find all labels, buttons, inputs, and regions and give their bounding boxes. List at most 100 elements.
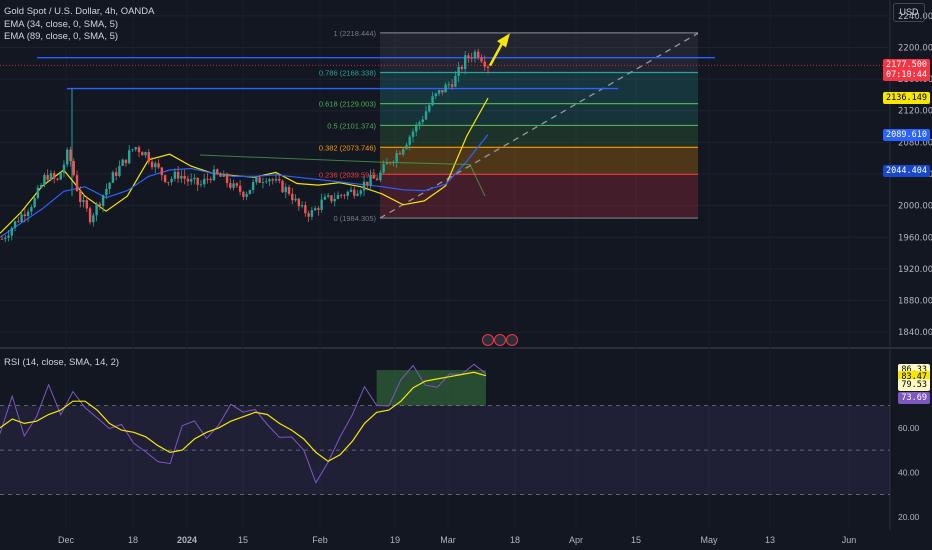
price-tick-label: 2080.000 (898, 138, 932, 148)
candle-body (98, 203, 102, 206)
candle-body (473, 51, 477, 59)
price-tick-label: 1920.000 (898, 265, 932, 275)
price-tick-label: 2200.000 (898, 43, 932, 53)
candle-body (137, 147, 141, 153)
rsi-pane (0, 363, 890, 496)
candle-body (219, 173, 222, 177)
fib-zone (380, 32, 698, 73)
candle-body (72, 161, 75, 176)
candle-body (52, 173, 56, 179)
candle-body (431, 96, 434, 106)
candle-body (36, 187, 40, 199)
candle-body (421, 119, 424, 123)
candle-body (199, 184, 203, 186)
candle-body (196, 177, 199, 185)
candle-body (460, 66, 464, 69)
ema-89-line (0, 134, 489, 238)
candle-body (157, 163, 160, 168)
candle-body (424, 111, 428, 120)
candle-body (265, 181, 268, 183)
candle-body (434, 93, 438, 97)
candle-body (278, 178, 281, 181)
candle-body (398, 153, 402, 155)
time-tick-label: 15 (238, 535, 248, 545)
candle-body (92, 215, 95, 223)
candle-body (349, 189, 353, 192)
candle-body (333, 198, 336, 202)
candle-body (255, 177, 258, 183)
candle-body (10, 227, 13, 236)
candle-body (141, 152, 144, 156)
arrow-shaft (488, 42, 504, 67)
candle-body (369, 174, 372, 186)
candle-body (323, 196, 327, 200)
candle-body (79, 191, 82, 202)
candle-body (225, 173, 229, 184)
candle-body (242, 191, 245, 197)
candle-body (238, 185, 242, 192)
candle-body (294, 198, 297, 201)
rsi-overbought-fill (376, 370, 486, 406)
price-tick-label: 1880.000 (898, 297, 932, 307)
candle-body (128, 150, 131, 164)
candle-body (359, 190, 362, 194)
candle-body (317, 208, 320, 210)
price-tick-label: 1840.000 (898, 328, 932, 338)
candle-body (39, 185, 43, 188)
candle-body (379, 172, 382, 181)
rsi-tick-label: 40.00 (898, 467, 920, 477)
rsi-badge: 73.69 (898, 392, 930, 405)
candle-body (66, 149, 69, 165)
candle-body (108, 182, 111, 189)
candle-body (274, 178, 278, 181)
time-axis: Dec 18 2024 15 Feb 19 Mar 18 Apr 15 May 13 Jun (58, 535, 856, 545)
candle-body (147, 152, 150, 162)
time-tick-label: 2024 (177, 535, 197, 545)
candle-body (245, 194, 248, 197)
fib-zone (380, 125, 698, 148)
candle-body (62, 164, 66, 173)
price-badge: 2177.500 07:10:44 (883, 59, 930, 82)
candle-body (203, 178, 206, 185)
time-tick-label: May (700, 535, 718, 545)
candle-body (470, 57, 473, 59)
candle-body (23, 214, 27, 217)
candle-body (209, 179, 212, 181)
candle-body (467, 55, 470, 58)
event-icon[interactable] (506, 334, 518, 346)
candle-body (124, 159, 128, 164)
candle-body (356, 193, 359, 196)
candle-body (33, 198, 36, 208)
candle-body (437, 90, 441, 94)
fib-zone (380, 147, 698, 175)
candle-body (186, 178, 190, 182)
candle-body (118, 165, 121, 176)
fibonacci-retracement[interactable]: 1 (2218.444) 0.786 (2168.338) 0.618 (2129.… (0, 29, 890, 223)
candle-body (206, 178, 209, 180)
fib-level-label: 0 (1984.305) (333, 214, 376, 223)
candle-body (375, 178, 379, 181)
candle-body (480, 57, 483, 62)
candle-body (7, 235, 10, 238)
candle-body (251, 182, 255, 190)
candle-body (447, 84, 451, 86)
price-badge: 2089.610 (883, 128, 930, 141)
candle-body (261, 182, 265, 183)
price-badge: 2136.149 (883, 91, 930, 104)
event-icon[interactable] (482, 334, 494, 346)
arrow-head (497, 33, 510, 48)
candle-body (229, 183, 232, 188)
candles (0, 48, 490, 243)
price-tick-label: 2120.000 (898, 107, 932, 117)
candle-body (310, 210, 314, 217)
candle-body (95, 203, 98, 216)
currency-button[interactable]: USD (893, 3, 925, 22)
candle-body (463, 55, 467, 69)
fib-zone (380, 103, 698, 126)
candle-body (486, 66, 490, 69)
event-icon[interactable] (494, 334, 506, 346)
fib-level-label: 0.786 (2168.338) (319, 68, 377, 77)
price-tick-label: 2240.000 (898, 12, 932, 22)
